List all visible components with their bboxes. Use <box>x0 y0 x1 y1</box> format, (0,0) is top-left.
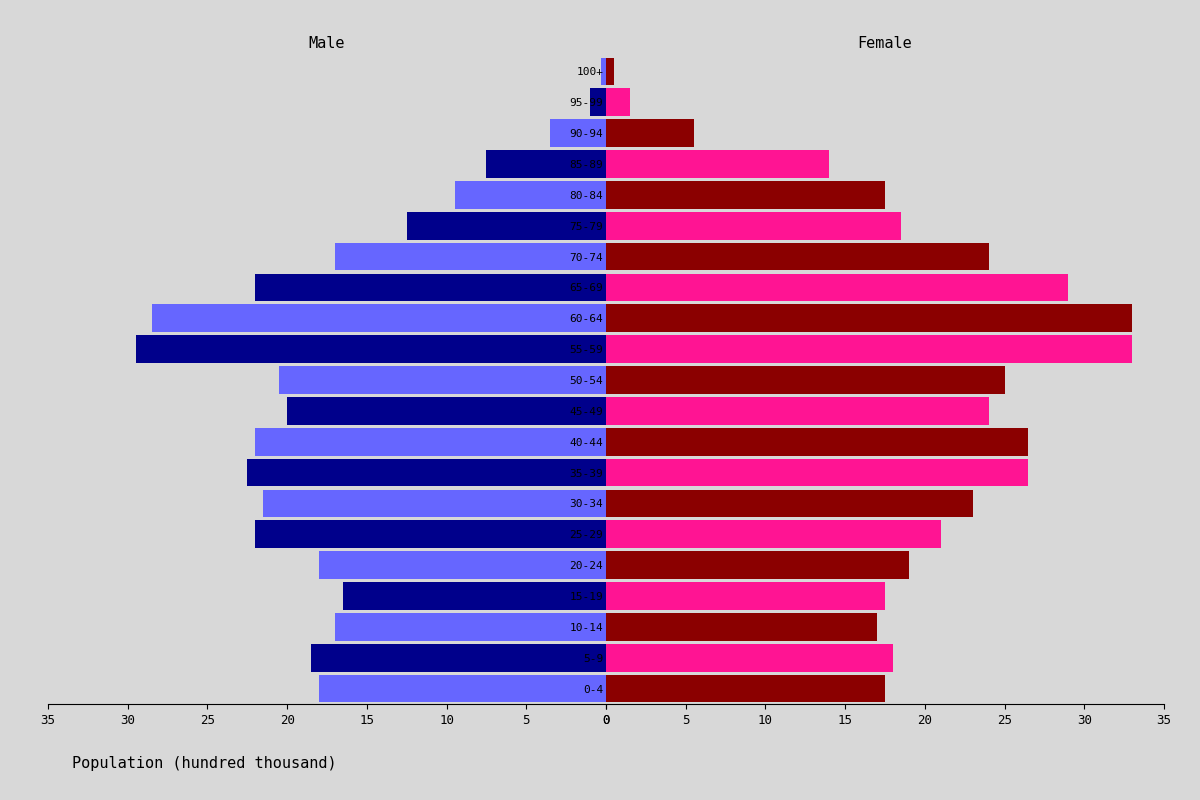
Bar <box>606 551 908 579</box>
Bar <box>606 181 886 209</box>
Bar <box>606 242 989 270</box>
Title: Female: Female <box>858 36 912 50</box>
Bar <box>606 428 1028 456</box>
Bar <box>606 674 886 702</box>
Bar <box>136 335 606 363</box>
Bar <box>486 150 606 178</box>
Bar <box>311 644 606 672</box>
Bar <box>280 366 606 394</box>
Title: Male: Male <box>308 36 346 50</box>
Bar <box>263 490 606 518</box>
Bar <box>551 119 606 147</box>
Bar <box>256 520 606 548</box>
Bar <box>256 274 606 302</box>
Bar <box>606 366 1004 394</box>
Bar <box>606 58 614 86</box>
Bar <box>606 644 893 672</box>
Bar <box>606 582 886 610</box>
Bar <box>287 397 606 425</box>
Bar <box>606 335 1132 363</box>
Bar <box>455 181 606 209</box>
Bar <box>335 242 606 270</box>
Bar <box>606 613 877 641</box>
Bar <box>256 428 606 456</box>
Bar <box>319 551 606 579</box>
Bar <box>606 89 630 116</box>
Bar <box>606 274 1068 302</box>
Bar <box>407 212 606 240</box>
Bar <box>606 212 901 240</box>
Text: Population (hundred thousand): Population (hundred thousand) <box>72 756 337 771</box>
Bar <box>601 58 606 86</box>
Bar <box>319 674 606 702</box>
Bar <box>606 458 1028 486</box>
Bar <box>606 150 829 178</box>
Bar <box>335 613 606 641</box>
Bar <box>606 119 694 147</box>
Bar <box>247 458 606 486</box>
Bar <box>606 490 973 518</box>
Bar <box>606 304 1132 332</box>
Bar <box>151 304 606 332</box>
Bar <box>343 582 606 610</box>
Bar <box>606 397 989 425</box>
Bar <box>606 520 941 548</box>
Bar <box>590 89 606 116</box>
